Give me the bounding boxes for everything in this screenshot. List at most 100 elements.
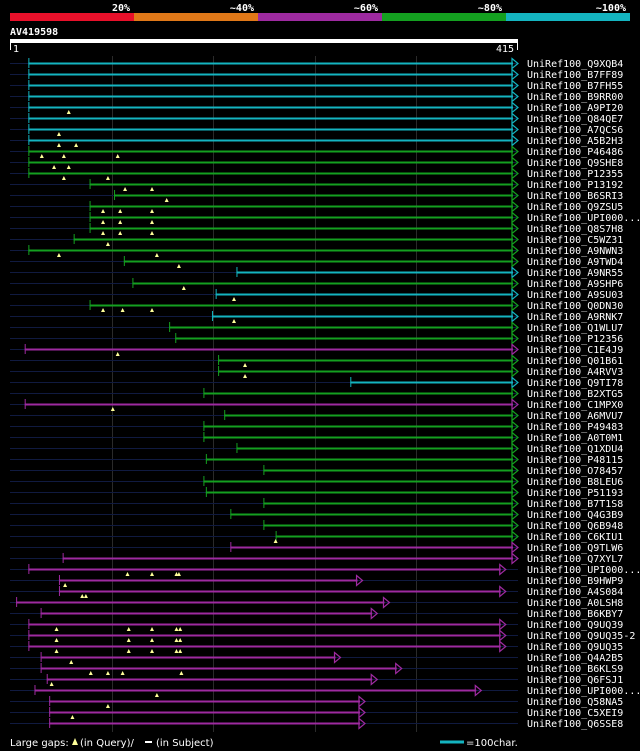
hit-row[interactable]: UniRef100_A4S084 (10, 585, 623, 598)
hit-row[interactable]: UniRef100_Q9TLW6 (10, 541, 623, 554)
hit-name[interactable]: UniRef100_P13192 (527, 180, 623, 191)
hit-name[interactable]: UniRef100_Q58NA5 (527, 697, 623, 708)
hit-row[interactable]: UniRef100_B9RR00 (10, 90, 623, 103)
hit-row[interactable]: UniRef100_Q4G3B9 (10, 508, 623, 521)
hit-name[interactable]: UniRef100_Q6FSJ1 (527, 675, 623, 686)
hit-name[interactable]: UniRef100_A9SHP6 (527, 279, 623, 290)
hit-name[interactable]: UniRef100_UPI000... (527, 565, 640, 576)
hit-row[interactable]: UniRef100_B6KBY7 (10, 607, 623, 620)
hit-name[interactable]: UniRef100_Q7XYL7 (527, 554, 623, 565)
hit-row[interactable]: UniRef100_C1MPX0 (10, 398, 623, 411)
hit-name[interactable]: UniRef100_UPI000... (527, 686, 640, 697)
hit-name[interactable]: UniRef100_Q4A2B5 (527, 653, 623, 664)
hit-name[interactable]: UniRef100_Q4G3B9 (527, 510, 623, 521)
hit-row[interactable]: UniRef100_Q9UQ35-2 (10, 629, 635, 642)
hit-row[interactable]: UniRef100_A9SHP6 (10, 277, 623, 290)
hit-name[interactable]: UniRef100_A6MVU7 (527, 411, 623, 422)
hit-name[interactable]: UniRef100_Q6B948 (527, 521, 623, 532)
hit-row[interactable]: UniRef100_B8LEU6 (10, 475, 623, 488)
hit-row[interactable]: UniRef100_Q9UQ39 (10, 618, 623, 631)
hit-name[interactable]: UniRef100_A7QCS6 (527, 125, 623, 136)
hit-name[interactable]: UniRef100_A9TWD4 (527, 257, 623, 268)
hit-row[interactable]: UniRef100_A9SU03 (10, 288, 623, 301)
hit-name[interactable]: UniRef100_A9PI20 (527, 103, 623, 114)
hit-row[interactable]: UniRef100_B6SRI3 (10, 189, 623, 202)
hit-row[interactable]: UniRef100_C5XEI9 (10, 706, 623, 719)
hit-row[interactable]: UniRef100_Q1XDU4 (10, 442, 623, 455)
hit-row[interactable]: UniRef100_A6MVU7 (10, 409, 623, 422)
hit-name[interactable]: UniRef100_Q1XDU4 (527, 444, 623, 455)
hit-name[interactable]: UniRef100_B9HWP9 (527, 576, 623, 587)
hit-row[interactable]: UniRef100_P12356 (10, 332, 623, 345)
hit-row[interactable]: UniRef100_B7T1S8 (10, 497, 623, 510)
hit-row[interactable]: UniRef100_P12355 (10, 167, 623, 180)
hit-row[interactable]: UniRef100_Q0DN30 (10, 299, 623, 312)
hit-name[interactable]: UniRef100_Q8S7H8 (527, 224, 623, 235)
hit-name[interactable]: UniRef100_A9NWN3 (527, 246, 623, 257)
hit-name[interactable]: UniRef100_P48115 (527, 455, 623, 466)
hit-name[interactable]: UniRef100_Q84QE7 (527, 114, 623, 125)
hit-name[interactable]: UniRef100_Q9TI78 (527, 378, 623, 389)
hit-name[interactable]: UniRef100_Q9UQ35-2 (527, 631, 635, 642)
hit-name[interactable]: UniRef100_P46486 (527, 147, 623, 158)
hit-name[interactable]: UniRef100_Q1WLU7 (527, 323, 623, 334)
hit-name[interactable]: UniRef100_C5XEI9 (527, 708, 623, 719)
hit-row[interactable]: UniRef100_C1E4J9 (10, 343, 623, 356)
hit-row[interactable]: UniRef100_B9HWP9 (10, 574, 623, 587)
hit-row[interactable]: UniRef100_P46486 (10, 145, 623, 158)
hit-row[interactable]: UniRef100_P48115 (10, 453, 623, 466)
hit-name[interactable]: UniRef100_P12355 (527, 169, 623, 180)
hit-name[interactable]: UniRef100_A5B2H3 (527, 136, 623, 147)
hit-name[interactable]: UniRef100_Q9TLW6 (527, 543, 623, 554)
hit-row[interactable]: UniRef100_UPI000... (10, 563, 640, 576)
hit-row[interactable]: UniRef100_Q58NA5 (10, 695, 623, 708)
hit-row[interactable]: UniRef100_Q8S7H8 (10, 222, 623, 235)
hit-name[interactable]: UniRef100_A0LSH8 (527, 598, 623, 609)
hit-name[interactable]: UniRef100_C1E4J9 (527, 345, 623, 356)
hit-name[interactable]: UniRef100_A9RNK7 (527, 312, 623, 323)
hit-name[interactable]: UniRef100_A9NR55 (527, 268, 623, 279)
hit-name[interactable]: UniRef100_C1MPX0 (527, 400, 623, 411)
hit-row[interactable]: UniRef100_Q9XQB4 (10, 57, 623, 70)
hit-row[interactable]: UniRef100_Q9TI78 (10, 376, 623, 389)
hit-row[interactable]: UniRef100_Q6SSE8 (10, 717, 623, 730)
hit-row[interactable]: UniRef100_Q01B61 (10, 354, 623, 367)
hit-name[interactable]: UniRef100_P49483 (527, 422, 623, 433)
hit-name[interactable]: UniRef100_P12356 (527, 334, 623, 345)
hit-name[interactable]: UniRef100_B2XTG5 (527, 389, 623, 400)
hit-row[interactable]: UniRef100_A9RNK7 (10, 310, 623, 323)
hit-row[interactable]: UniRef100_A9TWD4 (10, 255, 623, 268)
hit-row[interactable]: UniRef100_Q6FSJ1 (10, 673, 623, 686)
hit-row[interactable]: UniRef100_A5B2H3 (10, 134, 623, 147)
hit-name[interactable]: UniRef100_B7FH55 (527, 81, 623, 92)
hit-name[interactable]: UniRef100_Q01B61 (527, 356, 623, 367)
hit-row[interactable]: UniRef100_P49483 (10, 420, 623, 433)
hit-row[interactable]: UniRef100_UPI000... (10, 684, 640, 697)
hit-name[interactable]: UniRef100_C5WZ31 (527, 235, 623, 246)
hit-name[interactable]: UniRef100_B6SRI3 (527, 191, 623, 202)
hit-name[interactable]: UniRef100_B8LEU6 (527, 477, 623, 488)
hit-name[interactable]: UniRef100_A9SU03 (527, 290, 623, 301)
hit-row[interactable]: UniRef100_B7FF89 (10, 68, 623, 81)
hit-row[interactable]: UniRef100_O78457 (10, 464, 623, 477)
hit-name[interactable]: UniRef100_Q9ZSU5 (527, 202, 623, 213)
hit-row[interactable]: UniRef100_A0T0M1 (10, 431, 623, 444)
hit-row[interactable]: UniRef100_A0LSH8 (10, 596, 623, 609)
hit-name[interactable]: UniRef100_Q9XQB4 (527, 59, 623, 70)
hit-name[interactable]: UniRef100_B6KLS9 (527, 664, 623, 675)
hit-row[interactable]: UniRef100_A7QCS6 (10, 123, 623, 136)
hit-name[interactable]: UniRef100_C6KIU1 (527, 532, 623, 543)
hit-row[interactable]: UniRef100_B7FH55 (10, 79, 623, 92)
hit-row[interactable]: UniRef100_Q7XYL7 (10, 552, 623, 565)
hit-row[interactable]: UniRef100_Q9ZSU5 (10, 200, 623, 213)
hit-name[interactable]: UniRef100_B7FF89 (527, 70, 623, 81)
hit-row[interactable]: UniRef100_Q9SHE8 (10, 156, 623, 169)
hit-row[interactable]: UniRef100_Q9UQ35 (10, 640, 623, 653)
hit-name[interactable]: UniRef100_Q9SHE8 (527, 158, 623, 169)
hit-row[interactable]: UniRef100_Q6B948 (10, 519, 623, 532)
hit-name[interactable]: UniRef100_B6KBY7 (527, 609, 623, 620)
hit-row[interactable]: UniRef100_A4RVV3 (10, 365, 623, 378)
hit-row[interactable]: UniRef100_C6KIU1 (10, 530, 623, 543)
hit-name[interactable]: UniRef100_Q9UQ35 (527, 642, 623, 653)
hit-row[interactable]: UniRef100_P13192 (10, 178, 623, 191)
